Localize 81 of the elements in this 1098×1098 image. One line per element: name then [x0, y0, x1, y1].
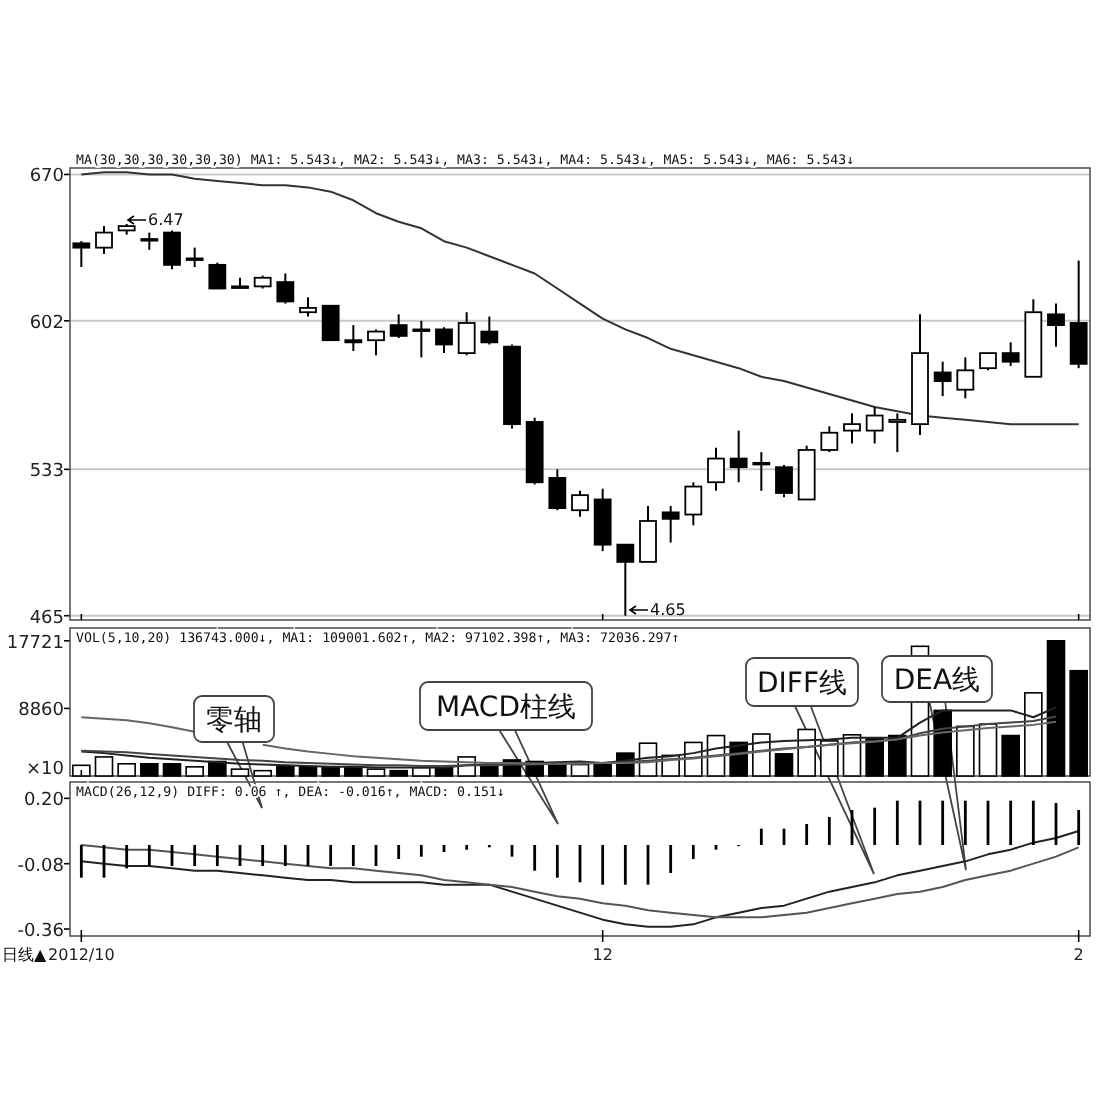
bar [72, 764, 91, 777]
bar [298, 766, 318, 777]
candlestick [593, 487, 612, 553]
text: 日线▲ [2, 946, 48, 964]
candlestick [299, 296, 317, 318]
y-tick-label: 17721 [6, 633, 64, 654]
bar [94, 756, 114, 777]
bar [389, 769, 408, 777]
candlestick [1001, 341, 1020, 368]
bar [593, 762, 612, 777]
bar [1069, 669, 1088, 777]
bar [185, 766, 204, 777]
candlestick [435, 326, 453, 355]
bar [820, 740, 839, 777]
candlestick [389, 313, 408, 340]
line-series [80, 171, 1080, 426]
bar [548, 763, 567, 777]
candlestick [707, 446, 725, 492]
candlestick [888, 412, 907, 454]
candlestick [661, 504, 680, 544]
candlestick [457, 311, 476, 357]
candlestick [548, 468, 567, 512]
candlestick [95, 225, 113, 256]
annotation: 6.47 [148, 211, 184, 229]
candlestick [843, 412, 861, 445]
candlestick [344, 324, 363, 352]
candlestick [1069, 259, 1088, 370]
bar [276, 766, 295, 777]
candlestick [163, 229, 181, 271]
bar [1046, 640, 1066, 777]
y-tick-label: 533 [29, 462, 64, 483]
candlestick [820, 425, 839, 454]
line-series [80, 830, 1080, 928]
candlestick [321, 304, 340, 342]
bar [865, 737, 884, 777]
x-tick-label: 2 [1073, 946, 1084, 964]
candlestick [1047, 302, 1065, 348]
bar [140, 762, 159, 777]
bar [1024, 692, 1043, 777]
annotation: 4.65 [650, 601, 686, 619]
y-tick-label: 670 [29, 167, 65, 188]
candlestick [208, 261, 227, 290]
annotation: MACD柱线 [436, 692, 576, 725]
y-tick-label: 602 [29, 313, 64, 334]
x-tick-label: 2012/10 [48, 946, 115, 964]
candlestick [684, 481, 703, 527]
bar [162, 762, 182, 777]
y-tick-label: 465 [29, 608, 64, 629]
candlestick [639, 504, 657, 563]
bar [888, 734, 907, 777]
candlestick [752, 451, 771, 492]
bar [774, 753, 794, 777]
x-tick-label: 12 [592, 946, 613, 964]
candlestick [729, 429, 748, 484]
candlestick [367, 328, 385, 357]
candlestick [412, 319, 431, 359]
y-tick-label: -0.36 [17, 922, 65, 942]
annotation: DEA线 [893, 665, 981, 698]
bar [117, 762, 136, 777]
y-tick-label: 8860 [18, 701, 65, 722]
annotation: 零轴 [206, 705, 262, 738]
bar [570, 763, 590, 777]
candlestick [616, 543, 635, 617]
bar [1001, 734, 1020, 777]
candlestick [956, 356, 975, 400]
candlestick [571, 489, 589, 518]
y-axis-title: ×10 [26, 760, 65, 780]
y-tick-label: 0.20 [23, 791, 65, 812]
annotation: DIFF线 [756, 668, 848, 701]
candlestick [775, 464, 793, 499]
y-tick-label: -0.08 [17, 856, 65, 877]
candlestick [933, 360, 952, 398]
bar [933, 709, 952, 777]
candlestick [276, 272, 295, 305]
bar [978, 723, 998, 777]
bar [366, 768, 386, 777]
candlestick [865, 405, 884, 445]
line-series [80, 844, 1080, 919]
candlestick [480, 315, 499, 346]
candlestick [185, 246, 204, 269]
candlestick [72, 240, 91, 269]
